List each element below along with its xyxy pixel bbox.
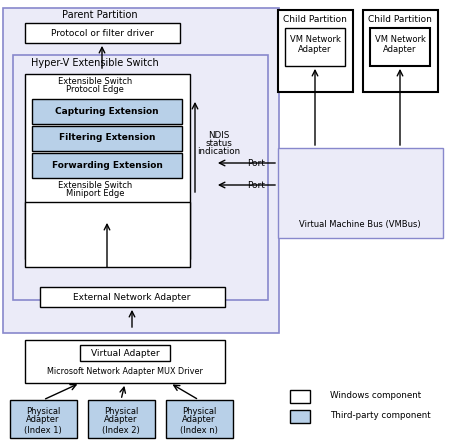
Bar [13,55,268,300]
Bar [32,99,182,124]
Text: status: status [206,139,233,148]
Bar [32,126,182,151]
Bar [363,10,438,92]
Bar [25,74,190,259]
Text: Physical: Physical [104,408,138,417]
Text: VM Network: VM Network [289,35,341,45]
Text: Physical: Physical [182,408,216,417]
Text: NDIS: NDIS [208,131,230,139]
Bar [166,400,233,438]
Bar [25,23,180,43]
Text: Child Partition: Child Partition [368,14,432,24]
Text: Extensible Switch: Extensible Switch [58,181,132,190]
Text: External Network Adapter: External Network Adapter [73,292,191,301]
Text: VM Network: VM Network [374,35,425,45]
Bar [32,153,182,178]
Bar [278,10,353,92]
Text: Microsoft Network Adapter MUX Driver: Microsoft Network Adapter MUX Driver [47,367,203,375]
Text: Filtering Extension: Filtering Extension [59,134,155,143]
Text: (Index 2): (Index 2) [102,426,140,434]
Text: Adapter: Adapter [104,416,138,425]
Text: Extensible Switch: Extensible Switch [58,77,132,87]
Text: Parent Partition: Parent Partition [62,10,138,20]
Text: Physical: Physical [26,408,60,417]
Text: Protocol or filter driver: Protocol or filter driver [50,29,153,38]
Text: Capturing Extension: Capturing Extension [55,106,159,115]
Text: (Index n): (Index n) [180,426,218,434]
Text: Child Partition: Child Partition [283,14,347,24]
Text: Protocol Edge: Protocol Edge [66,85,124,94]
Bar [290,410,310,423]
Text: indication: indication [198,147,241,156]
Text: Adapter: Adapter [182,416,216,425]
Bar [25,340,225,383]
Text: Virtual Adapter: Virtual Adapter [91,349,159,358]
Bar [370,28,430,66]
Bar [3,8,279,333]
Text: Adapter: Adapter [298,46,332,55]
Text: Port: Port [247,181,265,190]
Bar [285,28,345,66]
Bar [290,390,310,403]
Text: Adapter: Adapter [26,416,60,425]
Bar [88,400,155,438]
Bar [10,400,77,438]
Text: Hyper-V Extensible Switch: Hyper-V Extensible Switch [31,58,159,68]
Text: Virtual Machine Bus (VMBus): Virtual Machine Bus (VMBus) [299,220,421,229]
Text: Forwarding Extension: Forwarding Extension [52,160,162,169]
Bar [40,287,225,307]
Text: Adapter: Adapter [383,46,417,55]
Bar [80,345,170,361]
Text: Windows component: Windows component [330,392,421,401]
Text: (Index 1): (Index 1) [24,426,62,434]
Bar [25,202,190,267]
Text: Third-party component: Third-party component [330,412,431,421]
Text: Port: Port [247,159,265,168]
Bar [278,148,443,238]
Text: Miniport Edge: Miniport Edge [66,190,124,198]
